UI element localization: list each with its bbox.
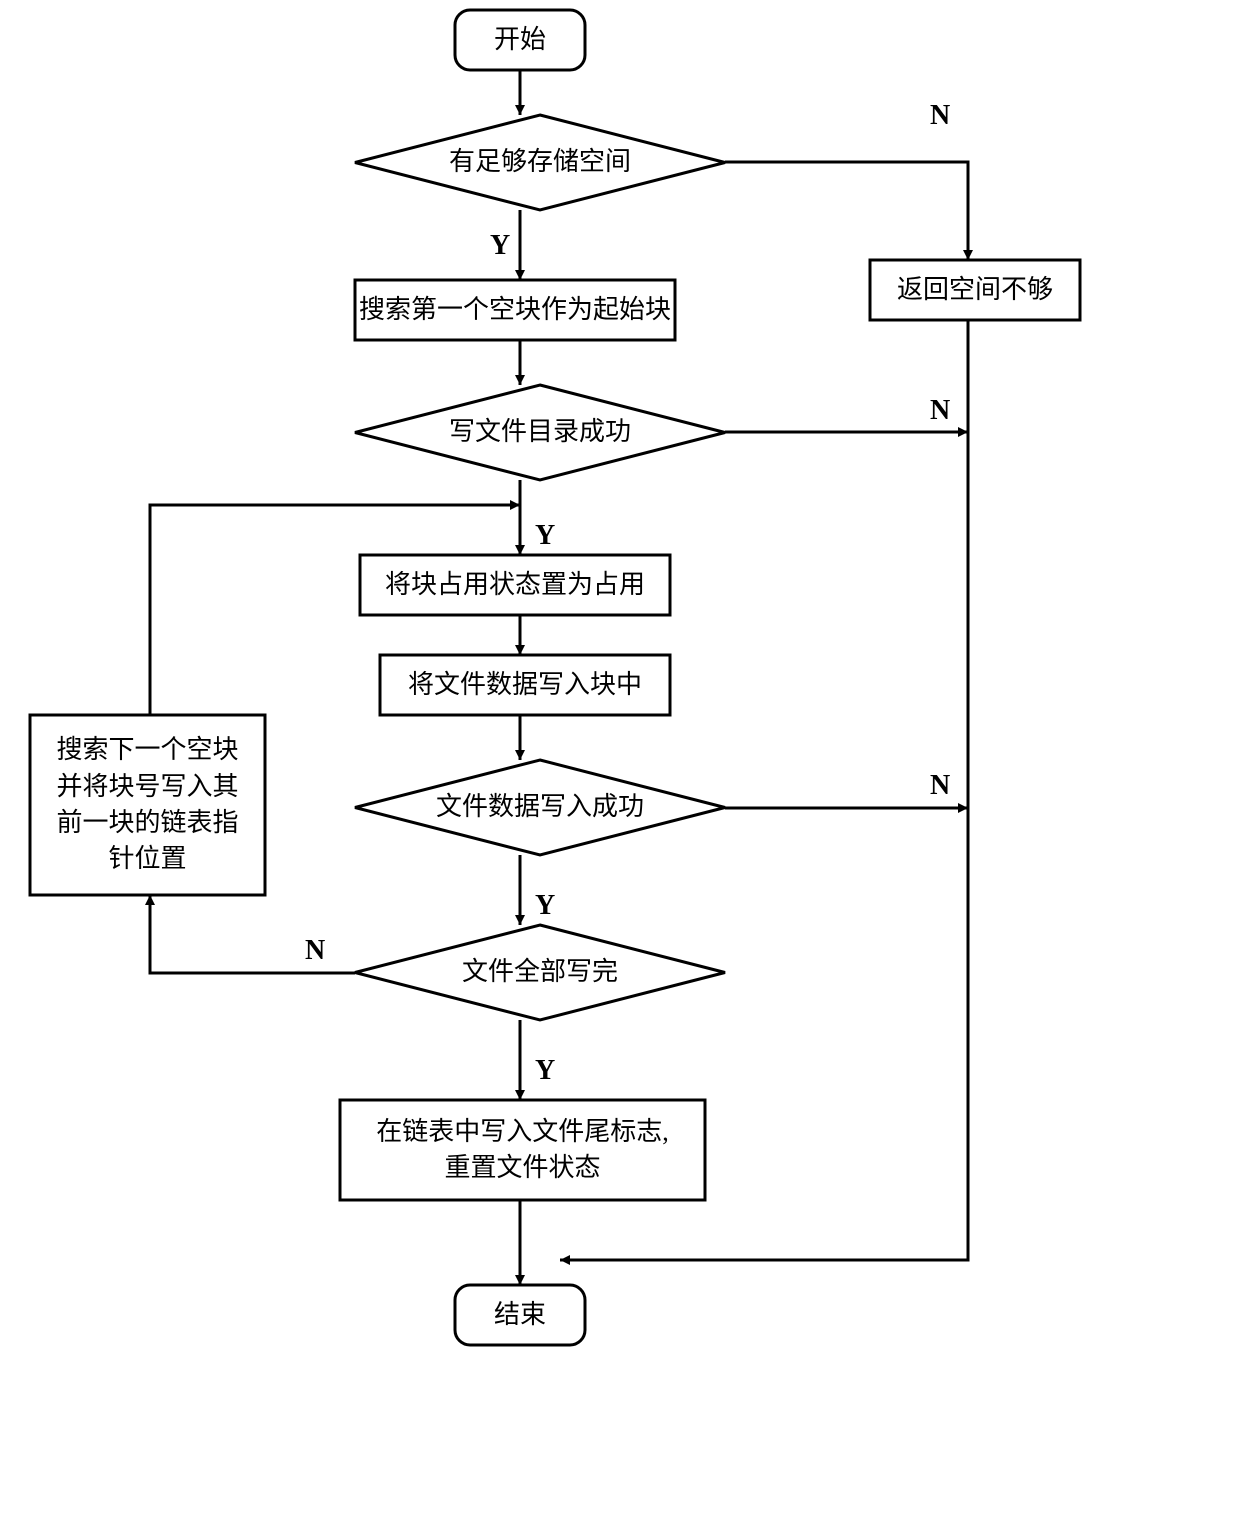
node-label-p_tail: 在链表中写入文件尾标志, 重置文件状态 (340, 1100, 705, 1200)
edge-label-d_dir-right_join: N (930, 395, 950, 427)
edge-label-d_writeok-right_join: N (930, 770, 950, 802)
node-label-p_occupy: 将块占用状态置为占用 (360, 555, 670, 615)
edge-label-d_writeok-d_done: Y (535, 890, 555, 922)
node-label-p_nextblk: 搜索下一个空块 并将块号写入其 前一块的链表指 针位置 (30, 715, 265, 895)
node-label-start: 开始 (455, 10, 585, 70)
node-label-end: 结束 (455, 1285, 585, 1345)
node-label-p_write: 将文件数据写入块中 (380, 655, 670, 715)
edge-label-d_space-p_search1: Y (490, 230, 510, 262)
node-label-d_space: 有足够存储空间 (355, 115, 725, 210)
node-label-p_nospace: 返回空间不够 (870, 260, 1080, 320)
node-label-d_dir: 写文件目录成功 (355, 385, 725, 480)
edge-label-d_dir-p_occupy: Y (535, 520, 555, 552)
node-label-p_search1: 搜索第一个空块作为起始块 (355, 280, 675, 340)
edge-label-d_done-p_tail: Y (535, 1055, 555, 1087)
edge-d_space-p_nospace (725, 162, 968, 260)
node-label-d_done: 文件全部写完 (355, 925, 725, 1020)
edge-label-d_space-p_nospace: N (930, 100, 950, 132)
node-label-d_writeok: 文件数据写入成功 (355, 760, 725, 855)
edge-label-d_done-p_nextblk: N (305, 935, 325, 967)
